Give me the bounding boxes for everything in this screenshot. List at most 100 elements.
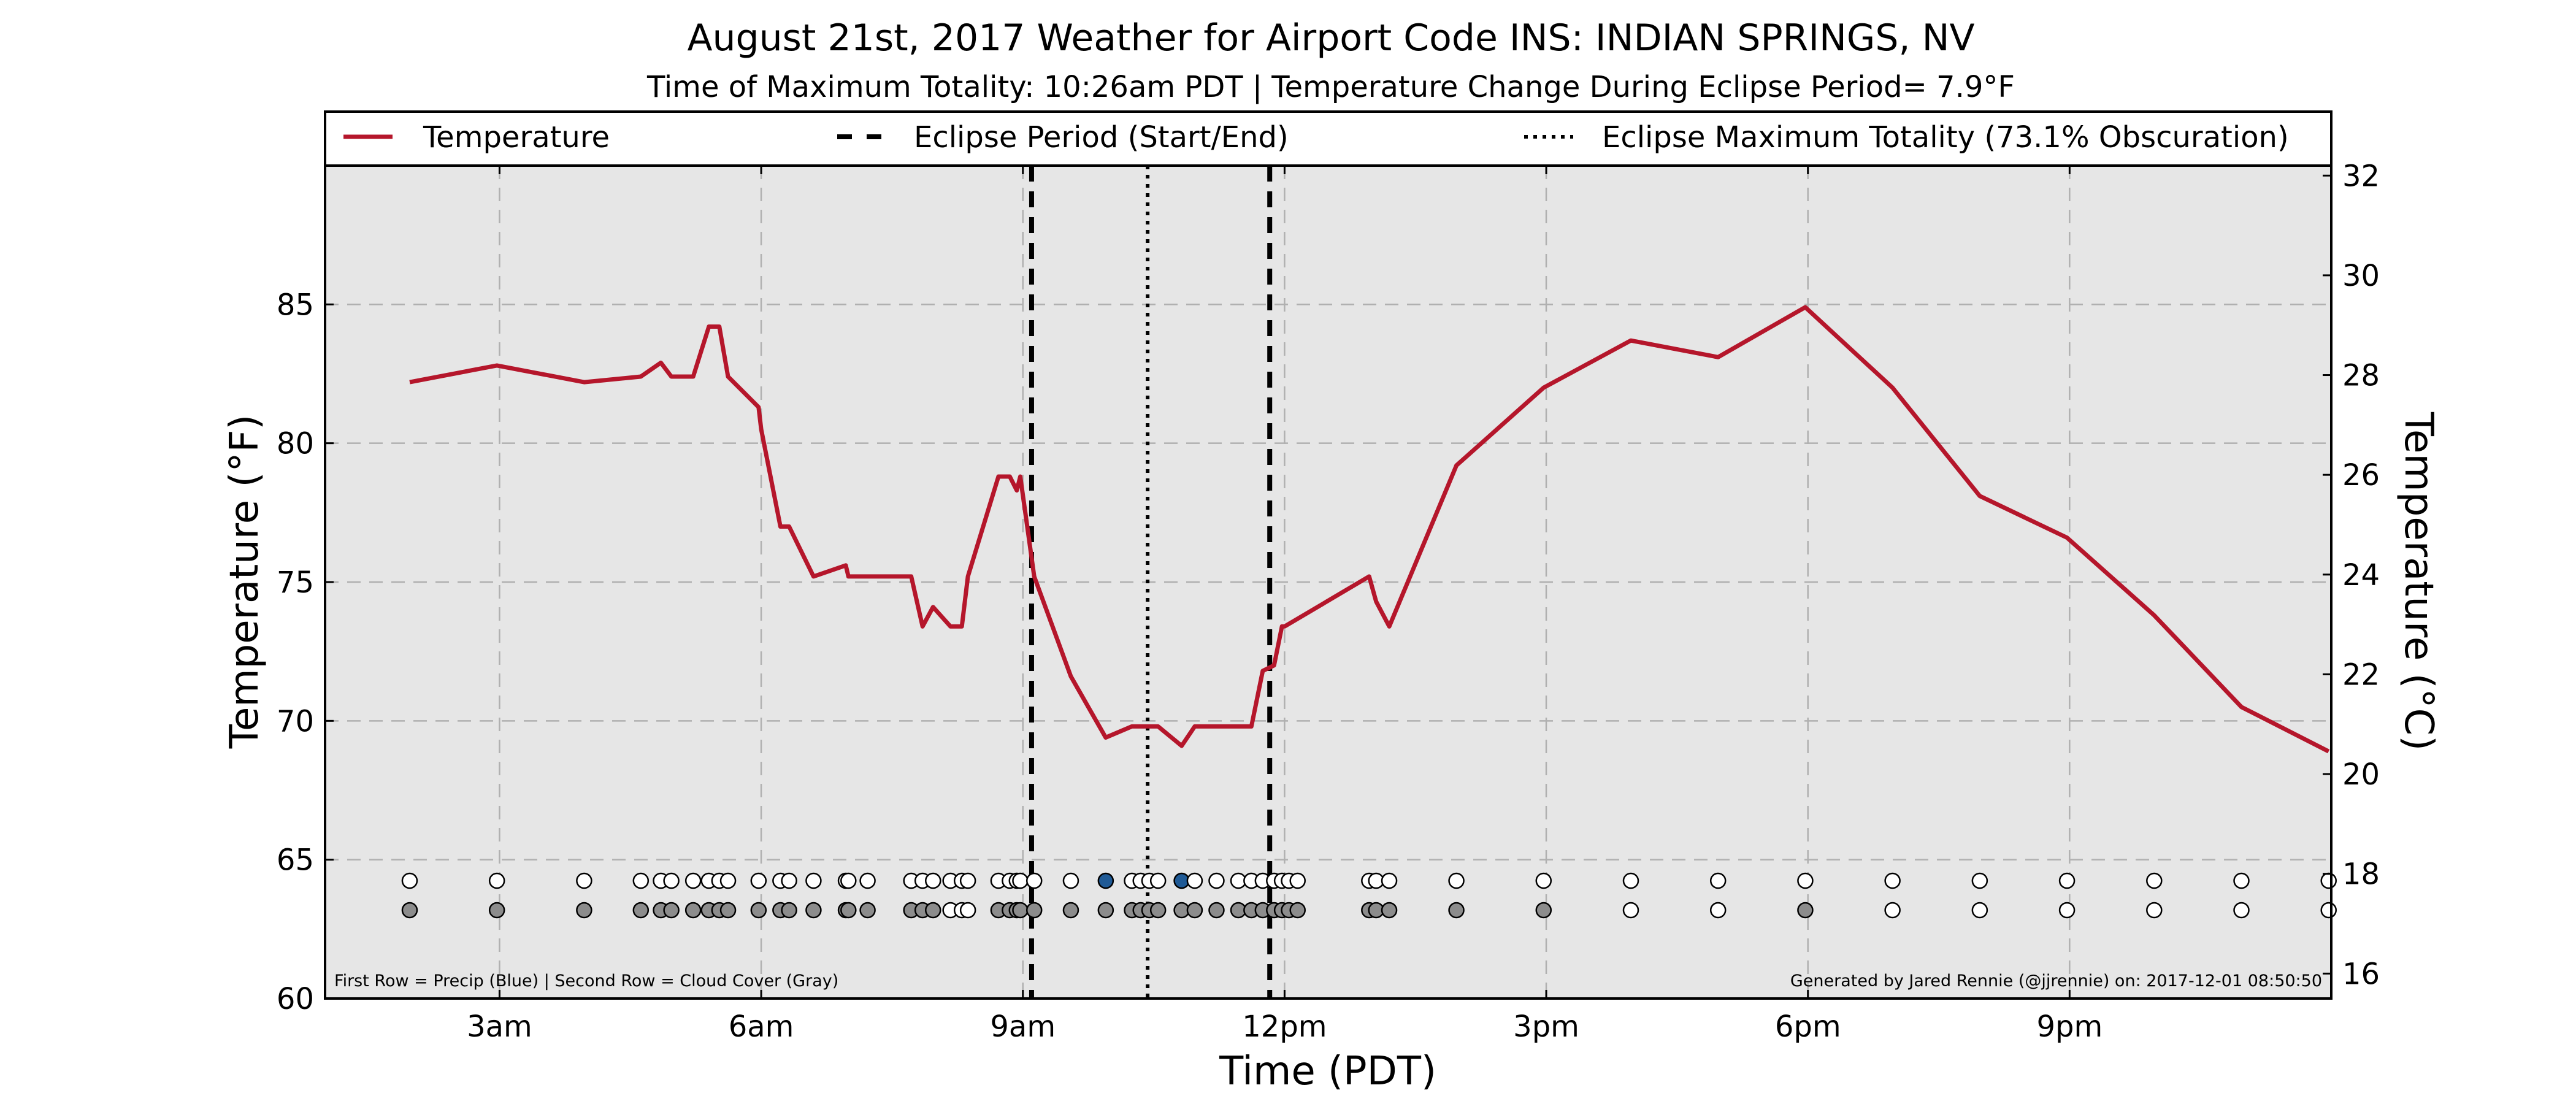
precip-marker bbox=[1062, 872, 1079, 889]
legend-label-temperature: Temperature bbox=[423, 120, 610, 155]
precip-marker bbox=[1381, 872, 1398, 889]
cloud-cover-marker bbox=[1709, 902, 1727, 919]
legend-label-eclipse-period: Eclipse Period (Start/End) bbox=[914, 120, 1289, 155]
cloud-cover-marker bbox=[2146, 902, 2163, 919]
cloud-cover-marker bbox=[1622, 902, 1639, 919]
y-right-tick-label: 22 bbox=[2342, 657, 2380, 692]
cloud-cover-marker bbox=[1012, 902, 1029, 919]
precip-marker bbox=[576, 872, 592, 889]
precip-marker bbox=[840, 872, 857, 889]
legend: Temperature Eclipse Period (Start/End) E… bbox=[324, 110, 2333, 167]
cloud-cover-marker bbox=[576, 902, 592, 919]
x-tick-label: 3am bbox=[467, 1010, 532, 1044]
precip-marker bbox=[1884, 872, 1901, 889]
x-axis-label: Time (PDT) bbox=[1219, 1049, 1436, 1094]
cloud-cover-marker bbox=[2320, 902, 2337, 919]
y-tick-label: 80 bbox=[277, 427, 314, 461]
precip-marker bbox=[632, 872, 650, 889]
precip-marker bbox=[805, 872, 822, 889]
cloud-cover-marker bbox=[663, 902, 680, 919]
cloud-cover-marker bbox=[840, 902, 857, 919]
precip-marker bbox=[2233, 872, 2250, 889]
x-tick-label: 12pm bbox=[1242, 1010, 1327, 1044]
marker-rows bbox=[401, 872, 2337, 919]
precip-marker bbox=[1208, 872, 1225, 889]
precip-marker bbox=[781, 872, 797, 889]
y-right-tick-label: 30 bbox=[2342, 259, 2380, 293]
chart-title: August 21st, 2017 Weather for Airport Co… bbox=[687, 17, 1974, 59]
precip-marker bbox=[684, 872, 702, 889]
cloud-cover-marker bbox=[1797, 902, 1814, 919]
cloud-cover-marker bbox=[684, 902, 702, 919]
legend-label-eclipse-max: Eclipse Maximum Totality (73.1% Obscurat… bbox=[1602, 120, 2289, 155]
precip-marker bbox=[1448, 872, 1465, 889]
x-tick-label: 6am bbox=[729, 1010, 794, 1044]
y-right-tick-label: 16 bbox=[2342, 957, 2380, 991]
y-tick-label: 75 bbox=[277, 565, 314, 600]
precip-marker bbox=[719, 872, 737, 889]
precip-marker bbox=[2146, 872, 2163, 889]
precip-marker bbox=[1535, 872, 1552, 889]
cloud-cover-marker bbox=[1884, 902, 1901, 919]
y-tick-label: 70 bbox=[277, 704, 314, 738]
eclipse-lines bbox=[1029, 166, 1273, 999]
cloud-cover-marker bbox=[401, 902, 418, 919]
y-axis-label-right: Temperature (°C) bbox=[2396, 412, 2441, 751]
cloud-cover-marker bbox=[805, 902, 822, 919]
cloud-cover-marker bbox=[1971, 902, 1988, 919]
y-right-tick-label: 20 bbox=[2342, 757, 2380, 792]
precip-marker bbox=[401, 872, 418, 889]
cloud-cover-marker bbox=[1535, 902, 1552, 919]
y-tick-label: 65 bbox=[277, 843, 314, 878]
cloud-cover-marker bbox=[1062, 902, 1079, 919]
cloud-cover-marker bbox=[1208, 902, 1225, 919]
cloud-cover-marker bbox=[750, 902, 767, 919]
cloud-cover-marker bbox=[632, 902, 650, 919]
precip-marker bbox=[663, 872, 680, 889]
chart-subtitle: Time of Maximum Totality: 10:26am PDT | … bbox=[646, 70, 2015, 104]
y-right-tick-label: 28 bbox=[2342, 359, 2380, 393]
cloud-cover-marker bbox=[719, 902, 737, 919]
y-right-tick-label: 32 bbox=[2342, 159, 2380, 193]
cloud-cover-marker bbox=[488, 902, 505, 919]
cloud-cover-marker bbox=[1149, 902, 1167, 919]
cloud-cover-marker bbox=[1025, 902, 1043, 919]
cloud-cover-marker bbox=[1448, 902, 1465, 919]
cloud-cover-marker bbox=[781, 902, 797, 919]
precip-marker bbox=[1186, 872, 1203, 889]
x-tick-label: 9pm bbox=[2036, 1010, 2103, 1044]
precip-marker bbox=[1012, 872, 1029, 889]
y-right-tick-label: 18 bbox=[2342, 857, 2380, 892]
precip-marker bbox=[1289, 872, 1306, 889]
precip-marker bbox=[959, 872, 976, 889]
cloud-cover-marker bbox=[925, 902, 941, 919]
precip-marker bbox=[1149, 872, 1167, 889]
x-tick-label: 3pm bbox=[1513, 1010, 1579, 1044]
precip-marker bbox=[488, 872, 505, 889]
y-axis-left: 60 65 70 75 80 85 bbox=[277, 288, 334, 1016]
x-tick-label: 6pm bbox=[1775, 1010, 1841, 1044]
y-tick-label: 60 bbox=[277, 982, 314, 1016]
cloud-cover-marker bbox=[1097, 902, 1114, 919]
precip-marker bbox=[1797, 872, 1814, 889]
temperature-series bbox=[409, 305, 2330, 754]
precip-marker bbox=[2058, 872, 2076, 889]
footnote-left: First Row = Precip (Blue) | Second Row =… bbox=[334, 972, 838, 991]
y-tick-label: 85 bbox=[277, 288, 314, 322]
cloud-cover-marker bbox=[2058, 902, 2076, 919]
footnote-right: Generated by Jared Rennie (@jjrennie) on… bbox=[1790, 972, 2322, 991]
precip-marker bbox=[925, 872, 941, 889]
temperature-line bbox=[409, 305, 2330, 754]
y-right-tick-label: 26 bbox=[2342, 458, 2380, 493]
precip-marker bbox=[1622, 872, 1639, 889]
legend-box bbox=[324, 110, 2333, 167]
cloud-cover-marker bbox=[1289, 902, 1306, 919]
precip-marker bbox=[750, 872, 767, 889]
cloud-cover-marker bbox=[859, 902, 876, 919]
y-axis-right: 16 18 20 22 24 26 28 30 32 bbox=[2323, 159, 2380, 991]
grid-lines bbox=[325, 166, 2331, 999]
precip-marker bbox=[859, 872, 876, 889]
precip-marker bbox=[1097, 872, 1114, 889]
y-axis-label-left: Temperature (°F) bbox=[222, 415, 267, 749]
